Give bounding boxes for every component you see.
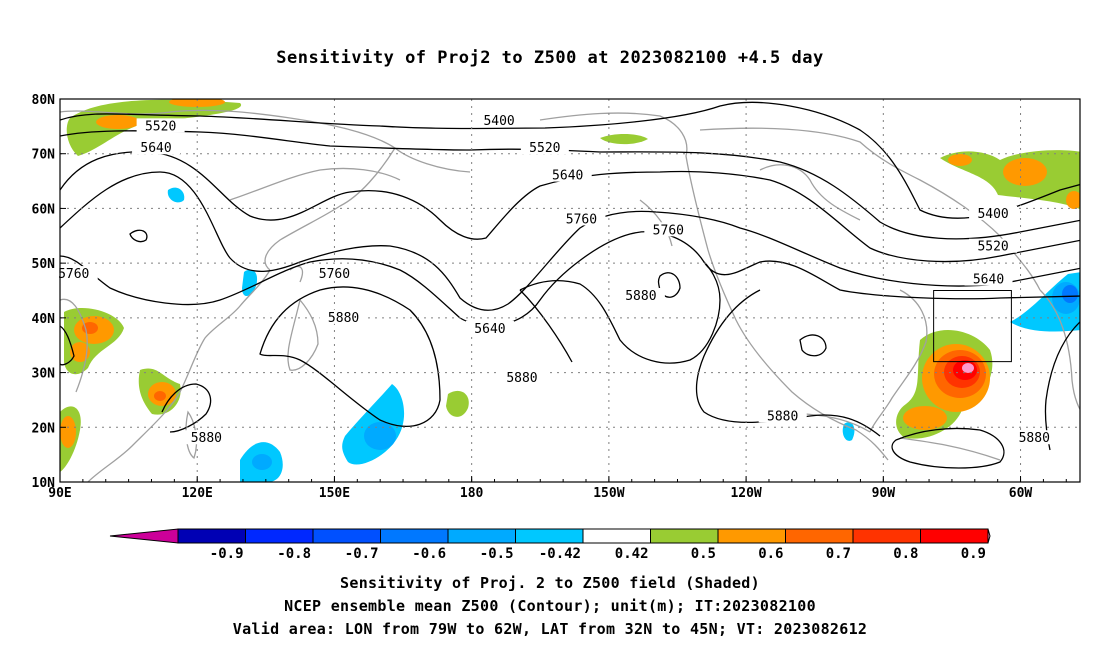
lon-label: 180	[460, 486, 484, 501]
contour-label: 5760	[653, 223, 684, 238]
colorbar-label: 0.8	[893, 546, 918, 562]
colorbar-label: 0.5	[691, 546, 716, 562]
contour-label: 5880	[767, 409, 798, 424]
colorbar-label: -0.7	[345, 546, 379, 562]
contour-label-bg	[132, 140, 181, 155]
colorbar-label: -0.42	[539, 546, 581, 562]
axis-ticks	[59, 98, 1067, 483]
caption-line-1: Sensitivity of Proj. 2 to Z500 field (Sh…	[340, 574, 760, 592]
contour-label: 5640	[552, 169, 583, 184]
colorbar-swatch	[852, 528, 921, 544]
contour-label: 5400	[483, 114, 514, 129]
colorbar: -0.9 -0.8 -0.7 -0.6 -0.5 -0.42 0.42 0.5 0.6 0.7 0.…	[109, 528, 991, 562]
valid-area-box	[933, 290, 1012, 363]
contour-label-bg	[557, 211, 606, 226]
contour-label: 5520	[145, 119, 176, 134]
contour-label: 5520	[529, 141, 560, 156]
contour-label-bg	[969, 238, 1018, 253]
grid-lines	[60, 99, 1080, 482]
lat-axis-labels: 80N 70N 60N 50N 40N 30N 20N 10N	[32, 93, 56, 491]
lon-label: 60W	[1009, 486, 1033, 501]
contour-label-bg	[475, 112, 524, 127]
contour-label: 5880	[506, 371, 537, 386]
z500-contours	[60, 101, 1080, 469]
lat-label: 20N	[32, 421, 56, 436]
contour-label: 5640	[973, 273, 1004, 288]
contour-label: 5400	[977, 207, 1008, 222]
caption-line-2: NCEP ensemble mean Z500 (Contour); unit(…	[284, 597, 816, 615]
colorbar-swatch	[245, 528, 314, 544]
colorbar-swatch	[312, 528, 381, 544]
contour-label-bg	[964, 271, 1013, 286]
contour-label: 5520	[977, 240, 1008, 255]
contour-label-bg	[969, 205, 1018, 220]
map-frame	[59, 98, 1081, 483]
contour-label-bg	[319, 309, 368, 324]
colorbar-label: 0.9	[961, 546, 986, 562]
colorbar-swatch	[920, 528, 989, 544]
contour-label-bg	[465, 320, 514, 335]
contour-label: 5640	[474, 322, 505, 337]
contour-label-bg	[1010, 430, 1059, 445]
colorbar-swatch	[582, 528, 651, 544]
lon-label: 150E	[319, 486, 350, 501]
colorbar-swatch	[515, 528, 584, 544]
contour-label-bg	[543, 167, 592, 182]
contour-label-bg	[497, 370, 546, 385]
colorbar-label: -0.8	[277, 546, 311, 562]
lat-label: 10N	[32, 476, 56, 491]
lon-label: 150W	[593, 486, 624, 501]
colorbar-swatch	[717, 528, 786, 544]
contour-label-bg	[182, 430, 231, 445]
contour-label-bg	[644, 222, 693, 237]
contour-label-bg	[616, 287, 665, 302]
colorbar-label: -0.5	[480, 546, 514, 562]
lon-label: 120W	[730, 486, 761, 501]
contour-label: 5880	[1019, 431, 1050, 446]
lat-label: 50N	[32, 257, 56, 272]
contour-label-bg	[49, 266, 98, 281]
lat-label: 60N	[32, 202, 56, 217]
figure-title: Sensitivity of Proj2 to Z500 at 20230821…	[276, 48, 824, 68]
lat-label: 70N	[32, 148, 56, 163]
colorbar-label: 0.42	[615, 546, 649, 562]
lon-label: 90W	[872, 486, 896, 501]
contour-label: 5880	[191, 431, 222, 446]
lon-label: 90E	[48, 486, 71, 501]
colorbar-end-high	[987, 528, 991, 544]
colorbar-label: -0.6	[412, 546, 446, 562]
contour-label: 5760	[319, 267, 350, 282]
colorbar-end-low	[109, 528, 179, 544]
contour-label: 5880	[328, 311, 359, 326]
sensitivity-shading	[60, 99, 1080, 482]
lat-label: 30N	[32, 367, 56, 382]
contour-label: 5760	[58, 267, 89, 282]
contour-label-bg	[136, 118, 185, 133]
contour-label-bg	[520, 140, 569, 155]
colorbar-label: -0.9	[210, 546, 244, 562]
colorbar-swatch	[380, 528, 449, 544]
colorbar-swatch	[447, 528, 516, 544]
lon-axis-labels: 90E 120E 150E 180 150W 120W 90W 60W	[48, 486, 1032, 501]
contour-labels: 5520 5640 5760 5400 5520 5640 5760 5760 5760 5880…	[49, 112, 1059, 446]
lat-label: 80N	[32, 93, 56, 108]
contour-label: 5880	[625, 289, 656, 304]
colorbar-swatch	[785, 528, 854, 544]
colorbar-swatch	[650, 528, 719, 544]
colorbar-label: 0.6	[758, 546, 783, 562]
map-figure: 5520 5640 5760 5400 5520 5640 5760 5760 5760 5880…	[32, 93, 1081, 562]
contour-label-bg	[310, 266, 359, 281]
lat-label: 40N	[32, 312, 56, 327]
lon-label: 120E	[182, 486, 213, 501]
contour-label: 5640	[140, 141, 171, 156]
colorbar-swatch	[177, 528, 246, 544]
caption-line-3: Valid area: LON from 79W to 62W, LAT fro…	[232, 620, 868, 638]
contour-label: 5760	[566, 212, 597, 227]
contour-label-bg	[758, 408, 807, 423]
colorbar-label: 0.7	[826, 546, 851, 562]
